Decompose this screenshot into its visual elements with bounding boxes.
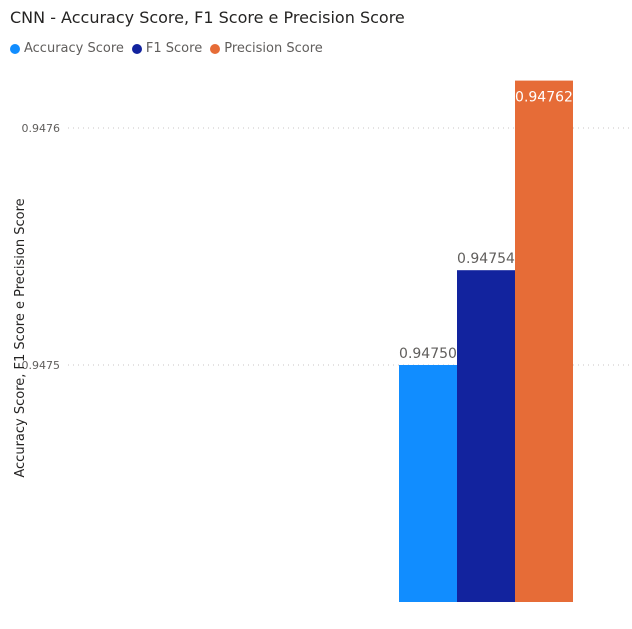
legend-marker-f1: [131, 43, 142, 54]
y-axis-title: Accuracy Score, F1 Score e Precision Sco…: [13, 198, 28, 477]
y-tick-label: 0.9475: [22, 359, 61, 372]
bar-accuracy-score: [399, 365, 457, 602]
y-tick-label: 0.9476: [22, 122, 61, 135]
bar-precision-score: [515, 80, 573, 603]
legend: Accuracy Score F1 Score Precision Score: [10, 41, 325, 56]
legend-item-f1[interactable]: F1 Score: [131, 41, 203, 56]
legend-label-precision: Precision Score: [224, 41, 323, 56]
data-label-f1-score: 0.94754: [457, 251, 515, 267]
legend-item-precision[interactable]: Precision Score: [210, 41, 323, 56]
data-label-accuracy-score: 0.94750: [399, 346, 457, 362]
legend-item-accuracy[interactable]: Accuracy Score: [10, 41, 124, 56]
legend-marker-precision: [210, 43, 221, 54]
chart-title: CNN - Accuracy Score, F1 Score e Precisi…: [10, 8, 405, 27]
legend-label-f1: F1 Score: [145, 41, 203, 56]
data-label-precision-score: 0.94762: [515, 90, 573, 106]
bar-f1-score: [457, 270, 515, 602]
legend-label-accuracy: Accuracy Score: [24, 41, 124, 56]
legend-marker-accuracy: [10, 43, 20, 54]
